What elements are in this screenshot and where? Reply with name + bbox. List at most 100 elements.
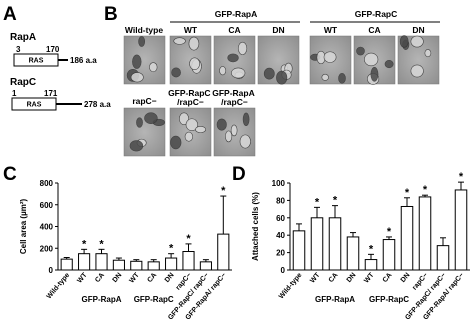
cell — [410, 64, 424, 78]
residue: 171 — [44, 89, 58, 98]
column-label: WT — [324, 25, 338, 35]
x-tick-label: WT — [128, 271, 141, 284]
panel-label: B — [104, 4, 118, 25]
residue: 170 — [46, 45, 60, 54]
cell — [144, 112, 158, 124]
ras-box — [13, 53, 59, 67]
cell — [356, 46, 365, 56]
y-tick-label: 800 — [40, 179, 54, 188]
y-tick-label: 0 — [281, 266, 286, 275]
cell — [188, 36, 200, 51]
column-label: DN — [272, 25, 284, 35]
bar — [310, 217, 324, 271]
cell — [136, 117, 143, 128]
y-tick-label: 80 — [276, 196, 285, 205]
x-tick-label: CA — [94, 272, 106, 284]
significance: * — [459, 171, 464, 183]
cell — [171, 67, 181, 78]
length: 278 a.a — [84, 100, 111, 109]
y-tick-label: 100 — [272, 179, 286, 188]
ras-box — [11, 97, 57, 111]
bar — [182, 251, 195, 271]
cell — [370, 67, 379, 82]
y-tick-label: 400 — [40, 223, 54, 232]
group-label: GFP-RapA — [82, 295, 122, 304]
significance: * — [387, 226, 392, 238]
cell — [263, 67, 275, 80]
row-label: GFP-RapA /rapC− — [212, 88, 257, 107]
domain: RAS — [29, 58, 44, 65]
bar — [95, 253, 108, 271]
cell — [170, 135, 182, 150]
significance: * — [369, 243, 374, 255]
cell — [384, 60, 394, 69]
cell — [132, 54, 142, 69]
significance: * — [221, 185, 226, 197]
cell — [130, 72, 144, 83]
cell — [242, 112, 250, 127]
x-tick-label: Wild-type — [278, 272, 304, 301]
cell — [173, 37, 186, 45]
cell — [216, 118, 227, 131]
significance: * — [82, 238, 87, 250]
cell — [195, 125, 207, 133]
group-label: GFP-RapA — [315, 295, 355, 304]
x-tick-label: CA — [382, 272, 394, 284]
x-tick-label: CA — [328, 272, 340, 284]
panel-b: B GFP-RapA GFP-RapC Wild-type WT CA DN WT CA… — [104, 4, 440, 157]
y-tick-label: 0 — [49, 266, 54, 275]
bar — [199, 261, 212, 271]
x-tick-label: DN — [400, 272, 412, 284]
significance: * — [315, 196, 320, 208]
cell — [227, 53, 239, 63]
domain: RAS — [27, 102, 42, 109]
row-label: GFP-RapC /rapC− — [168, 88, 213, 107]
bar — [78, 253, 91, 271]
panel-label: A — [3, 4, 17, 25]
cell — [323, 51, 337, 63]
x-tick-label: DN — [164, 272, 176, 284]
column-label: Wild-type — [125, 25, 163, 35]
x-tick-label: Wild-type — [46, 272, 72, 301]
column-label: DN — [412, 25, 424, 35]
significance: * — [405, 187, 410, 199]
x-tick-label: DN — [346, 272, 358, 284]
column-label: CA — [228, 25, 240, 35]
y-tick-label: 600 — [40, 201, 54, 210]
cell — [239, 134, 251, 149]
bar — [328, 217, 342, 271]
residue: 1 — [12, 89, 17, 98]
cell — [178, 112, 190, 125]
cell — [225, 130, 233, 143]
bar — [217, 233, 230, 271]
cell — [410, 35, 424, 48]
panel-a: A RapA 3 170 RAS 186 a.a RapC 1 171 RAS … — [3, 4, 111, 111]
panel-label: C — [3, 164, 17, 185]
x-tick-label: WT — [309, 271, 322, 284]
cell — [149, 62, 158, 73]
bar — [436, 245, 450, 271]
row-label: rapC− — [132, 96, 156, 106]
bar — [400, 205, 414, 271]
cell — [424, 49, 432, 58]
bar — [165, 257, 178, 271]
y-tick-label: 20 — [276, 249, 285, 258]
x-tick-label: WT — [363, 271, 376, 284]
significance: * — [99, 238, 104, 250]
bar — [382, 239, 396, 271]
cell — [129, 140, 144, 152]
significance: * — [423, 184, 428, 196]
bar — [346, 236, 360, 271]
cell — [338, 72, 346, 84]
y-tick-label: 60 — [276, 214, 285, 223]
length: 186 a.a — [70, 56, 97, 65]
group-label: GFP-RapA — [215, 9, 258, 19]
group-label: GFP-RapC — [134, 295, 174, 304]
x-tick-label: WT — [76, 271, 89, 284]
cell — [184, 131, 193, 142]
y-tick-label: 40 — [276, 231, 285, 240]
y-tick-label: 200 — [40, 244, 54, 253]
cell — [189, 57, 200, 70]
